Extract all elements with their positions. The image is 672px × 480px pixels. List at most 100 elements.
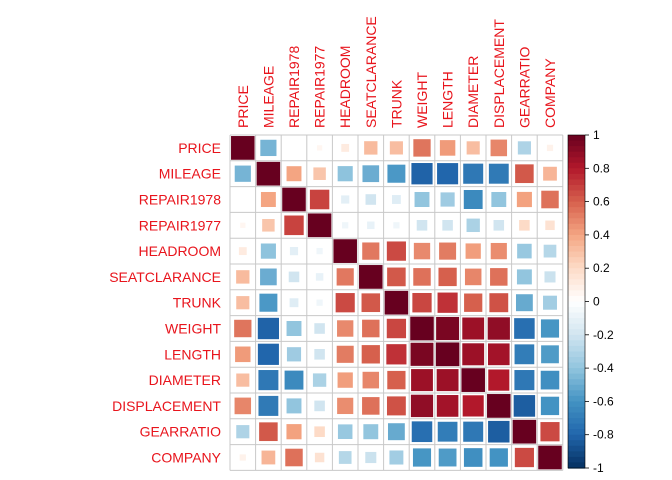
colorbar-segment [568,329,585,336]
cell-repair1977-mileage [262,219,275,232]
colorbar-segment [568,445,585,452]
colorbar-segment [568,135,585,142]
cell-displacement-repair1978 [286,398,302,414]
cell-length-headroom [336,345,354,363]
cell-trunk-diameter [464,293,483,312]
cell-headroom-gearratio [517,243,532,259]
cell-trunk-seatclarance [361,293,381,313]
cell-displacement-headroom [337,397,354,415]
cell-price-length [439,140,456,156]
row-label-company: COMPANY [151,450,221,466]
col-label-repair1978: REPAIR1978 [286,46,302,128]
cell-mileage-headroom [337,166,353,182]
cell-diameter-mileage [258,370,279,391]
colorbar-tick-label: 0.2 [593,261,610,275]
cell-repair1977-company [545,220,555,231]
colorbar-segment [568,312,585,319]
row-labels: PRICE MILEAGE REPAIR1978 REPAIR1977 HEADROOM… [109,140,221,466]
row-label-length: LENGTH [164,346,221,362]
cell-gearratio-company [540,422,560,442]
colorbar-segment [568,334,585,341]
cell-repair1978-repair1978 [282,187,306,212]
cell-repair1977-length [442,219,453,231]
cell-displacement-diameter [462,395,484,417]
row-label-trunk: TRUNK [173,295,222,311]
colorbar-tick-label: 0.8 [593,161,610,175]
cell-mileage-trunk [387,164,406,183]
cell-mileage-gearratio [515,164,534,184]
cell-headroom-mileage [260,243,276,259]
cell-price-gearratio [517,141,531,155]
cell-price-diameter [466,141,480,155]
cell-gearratio-repair1978 [286,424,302,440]
col-label-company: COMPANY [542,58,558,128]
colorbar-segment [568,456,585,464]
cell-headroom-price [238,247,247,256]
colorbar-segment [568,379,585,386]
colorbar-segment [568,179,585,186]
row-label-mileage: MILEAGE [159,166,221,182]
colorbar-segment [568,395,585,402]
row-label-seatclarance: SEATCLARANCE [109,269,221,285]
col-label-seatclarance: SEATCLARANCE [363,16,379,128]
cell-trunk-repair1978 [289,298,299,308]
cell-diameter-weight [411,369,433,392]
colorbar-tick-label: 0.4 [593,228,610,242]
colorbar-segment [568,140,585,147]
cell-trunk-trunk [384,290,409,315]
colorbar-segment [568,168,585,175]
cell-displacement-length [436,395,459,417]
cell-length-trunk [386,344,407,365]
colorbar-segment [568,279,585,286]
cell-repair1978-weight [414,191,430,208]
cell-diameter-seatclarance [362,371,380,389]
cell-weight-headroom [337,320,354,337]
cell-mileage-repair1977 [313,167,326,180]
cell-diameter-price [236,373,250,387]
colorbar-segment [568,429,585,436]
cell-seatclarance-diameter [464,268,482,286]
cell-trunk-company [543,295,557,310]
col-label-diameter: DIAMETER [465,56,481,128]
cell-length-seatclarance [361,345,380,364]
col-label-displacement: DISPLACEMENT [491,19,507,128]
colorbar-tick-label: -0.4 [593,361,614,375]
cell-trunk-length [437,292,458,313]
colorbar-segment [568,418,585,425]
cell-diameter-displacement [488,369,510,391]
colorbar-segment [568,290,585,297]
cell-displacement-seatclarance [362,397,380,415]
colorbar-segment [568,373,585,380]
colorbar-segment [568,201,585,208]
cell-company-headroom [338,451,352,464]
cell-diameter-headroom [337,372,353,388]
cell-price-repair1977 [316,145,323,151]
cell-mileage-weight [411,163,433,185]
cell-repair1977-price [240,222,246,228]
cell-repair1978-gearratio [516,191,532,208]
cell-price-trunk [389,141,403,155]
cell-gearratio-repair1977 [314,426,325,438]
colorbar-tick-label: 1 [593,128,600,142]
colorbar-segment [568,307,585,314]
cell-length-repair1978 [286,347,302,362]
colorbar-segment [568,406,585,414]
cell-repair1978-diameter [463,190,483,209]
cell-weight-diameter [462,317,485,340]
cell-price-price [231,136,255,160]
cell-repair1977-repair1977 [307,213,332,238]
cell-length-length [435,342,460,367]
colorbar-segment [568,362,585,369]
colorbar-segment [568,218,585,225]
col-label-price: PRICE [235,85,251,128]
cell-weight-displacement [487,317,510,340]
cell-diameter-repair1977 [312,373,327,387]
colorbar-segment [568,246,585,253]
cell-displacement-gearratio [513,395,536,417]
cell-repair1977-trunk [393,222,400,229]
cell-company-seatclarance [365,451,377,464]
colorbar-tick-label: -0.2 [593,328,614,342]
colorbar: 1 0.8 0.6 0.4 0.2 0 -0.2 -0.4 -0.6 -0.8 -1 [567,128,614,475]
colorbar-segment [568,146,585,153]
